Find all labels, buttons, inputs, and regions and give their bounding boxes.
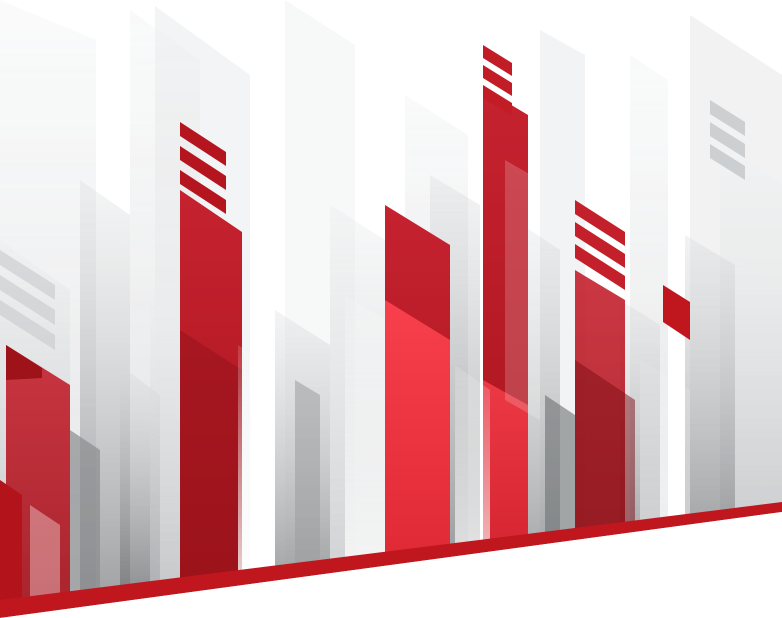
red-stripes [575, 200, 625, 290]
grey-stripes [0, 100, 745, 350]
red-tower [0, 480, 22, 610]
red-stripes [180, 122, 226, 214]
red-tower [663, 285, 690, 340]
grey-tower [685, 235, 735, 600]
dark-accents [70, 380, 575, 600]
red-stripes [483, 45, 512, 116]
ground-white [0, 512, 782, 618]
red-tower [180, 190, 242, 590]
red-tower [6, 345, 42, 380]
red-tower [483, 380, 528, 560]
ground-strip [0, 502, 782, 618]
red-towers [0, 45, 690, 610]
red-tower [180, 330, 242, 590]
red-tower [385, 300, 450, 580]
red-tower [575, 360, 635, 545]
